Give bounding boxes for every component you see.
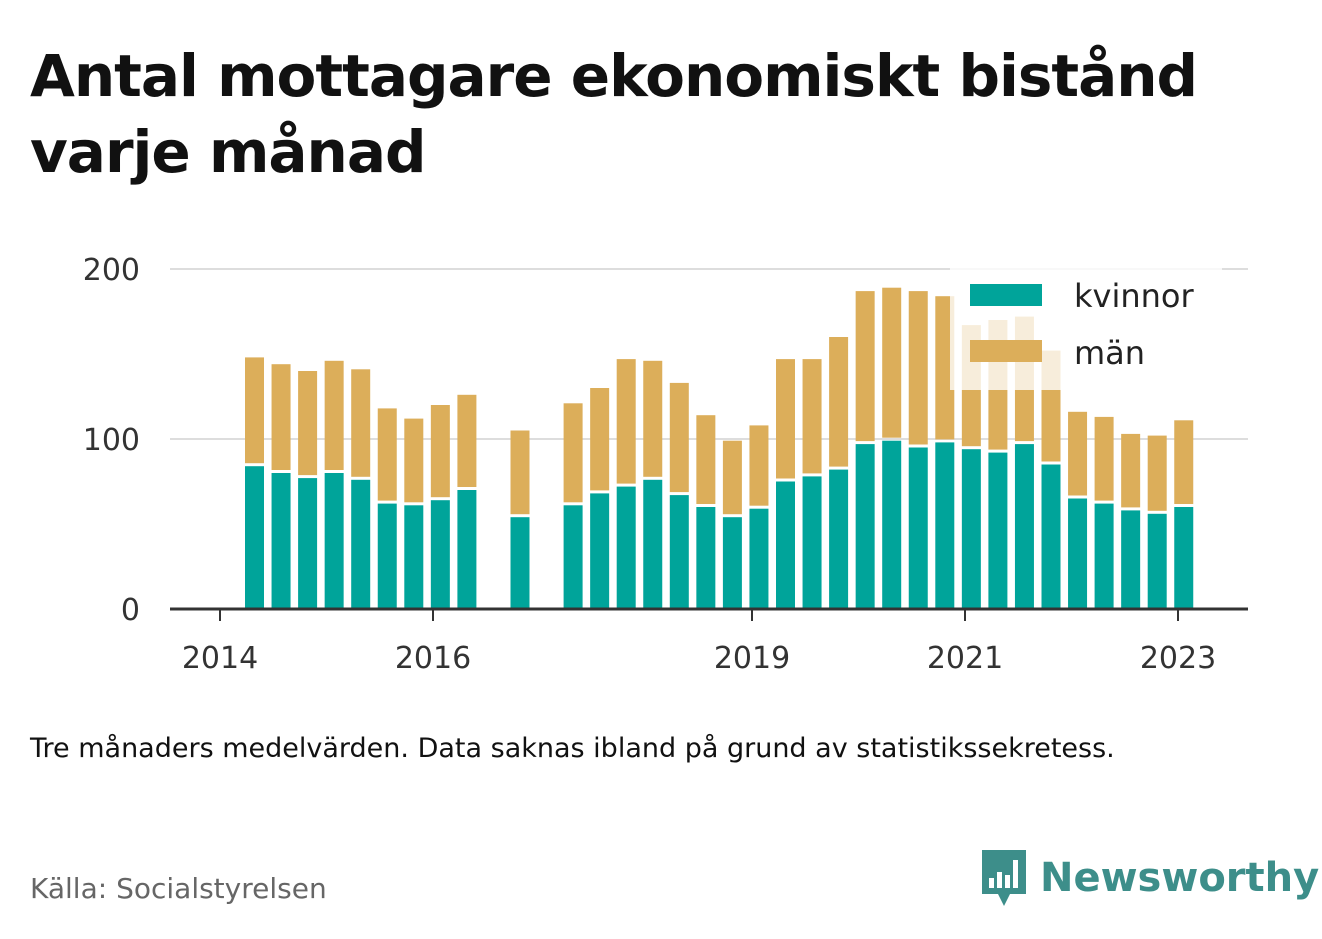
bar-man bbox=[908, 291, 928, 445]
legend-label-kvinnor: kvinnor bbox=[1074, 277, 1195, 315]
x-axis-ticks bbox=[219, 609, 1179, 621]
bar-kvinnor bbox=[271, 473, 291, 609]
bar-man bbox=[404, 418, 424, 503]
bar-man bbox=[696, 415, 716, 504]
bar-man bbox=[855, 291, 875, 442]
x-tick-label: 2023 bbox=[1140, 641, 1216, 676]
bar-man bbox=[616, 359, 636, 484]
bar-kvinnor bbox=[669, 495, 689, 609]
bar-man bbox=[829, 337, 849, 467]
bar-kvinnor bbox=[988, 452, 1008, 609]
bar-kvinnor bbox=[457, 490, 477, 609]
bar-man bbox=[1068, 411, 1088, 496]
bar-man bbox=[749, 425, 769, 506]
bar-man bbox=[1147, 435, 1167, 511]
bar-man bbox=[351, 369, 371, 477]
bar-kvinnor bbox=[1014, 444, 1034, 609]
chart-note: Tre månaders medelvärden. Data saknas ib… bbox=[30, 733, 1115, 764]
x-tick-label: 2021 bbox=[927, 641, 1003, 676]
bar-man bbox=[669, 382, 689, 493]
bar-man bbox=[935, 296, 955, 440]
bar-man bbox=[324, 360, 344, 470]
bar-kvinnor bbox=[324, 473, 344, 609]
bar-kvinnor bbox=[404, 505, 424, 609]
legend-label-man: män bbox=[1074, 334, 1145, 372]
bar-kvinnor bbox=[351, 479, 371, 609]
y-tick-label: 0 bbox=[121, 593, 140, 628]
bar-man bbox=[722, 440, 742, 515]
stacked-bar-chart: 0 100 200 2014 2016 2019 2021 2023 kvinnor män bbox=[83, 253, 1248, 676]
x-tick-label: 2016 bbox=[395, 641, 471, 676]
bar-man bbox=[298, 371, 318, 476]
brand-logo: Newsworthy bbox=[980, 848, 1319, 908]
bar-kvinnor bbox=[829, 469, 849, 609]
bar-man bbox=[457, 394, 477, 487]
bar-kvinnor bbox=[245, 466, 264, 609]
bar-kvinnor bbox=[935, 442, 955, 609]
bar-man bbox=[643, 360, 663, 477]
bar-kvinnor bbox=[563, 505, 583, 609]
bar-man bbox=[590, 388, 610, 491]
bar-kvinnor bbox=[1041, 464, 1061, 609]
y-tick-label: 200 bbox=[83, 253, 140, 288]
bar-kvinnor bbox=[643, 479, 663, 609]
bar-kvinnor bbox=[802, 476, 822, 609]
y-tick-label: 100 bbox=[83, 423, 140, 458]
bar-man bbox=[377, 408, 397, 501]
bar-man bbox=[1174, 420, 1194, 504]
bar-kvinnor bbox=[298, 478, 318, 609]
bar-kvinnor bbox=[616, 486, 636, 609]
bar-kvinnor bbox=[882, 440, 902, 609]
y-axis-labels: 0 100 200 bbox=[83, 253, 140, 628]
bar-kvinnor bbox=[776, 481, 795, 609]
bar-man bbox=[1094, 416, 1114, 501]
bar-chart-speech-bubble-icon bbox=[982, 850, 1026, 906]
bar-man bbox=[776, 359, 795, 479]
bar-kvinnor bbox=[1094, 503, 1114, 609]
legend-swatch-kvinnor bbox=[970, 284, 1042, 306]
bar-kvinnor bbox=[377, 503, 397, 609]
bar-man bbox=[271, 364, 291, 470]
bar-kvinnor bbox=[1174, 507, 1194, 609]
source-credit: Källa: Socialstyrelsen bbox=[30, 872, 327, 905]
bar-kvinnor bbox=[722, 517, 742, 609]
bar-kvinnor bbox=[749, 508, 769, 609]
bar-man bbox=[1121, 433, 1141, 508]
bar-man bbox=[802, 359, 822, 474]
bar-kvinnor bbox=[1068, 498, 1088, 609]
bar-kvinnor bbox=[1147, 513, 1167, 609]
bar-kvinnor bbox=[430, 500, 450, 609]
x-tick-label: 2019 bbox=[714, 641, 790, 676]
brand-name: Newsworthy bbox=[1040, 855, 1320, 901]
legend-swatch-man bbox=[970, 340, 1042, 362]
bar-kvinnor bbox=[908, 447, 928, 609]
bar-kvinnor bbox=[855, 444, 875, 609]
bar-kvinnor bbox=[961, 449, 981, 609]
x-tick-label: 2014 bbox=[182, 641, 258, 676]
bar-man bbox=[882, 287, 902, 438]
x-axis-labels: 2014 2016 2019 2021 2023 bbox=[182, 641, 1216, 676]
page-title: Antal mottagare ekonomiskt bistånd varje… bbox=[30, 42, 1198, 186]
bar-kvinnor bbox=[696, 507, 716, 609]
bar-man bbox=[510, 430, 530, 515]
bar-man bbox=[430, 405, 450, 498]
bar-man bbox=[245, 357, 264, 464]
bar-kvinnor bbox=[590, 493, 610, 609]
bar-kvinnor bbox=[510, 517, 530, 609]
bars bbox=[245, 287, 1194, 609]
bar-kvinnor bbox=[1121, 510, 1141, 609]
legend: kvinnor män bbox=[950, 266, 1222, 390]
bar-man bbox=[563, 403, 583, 503]
